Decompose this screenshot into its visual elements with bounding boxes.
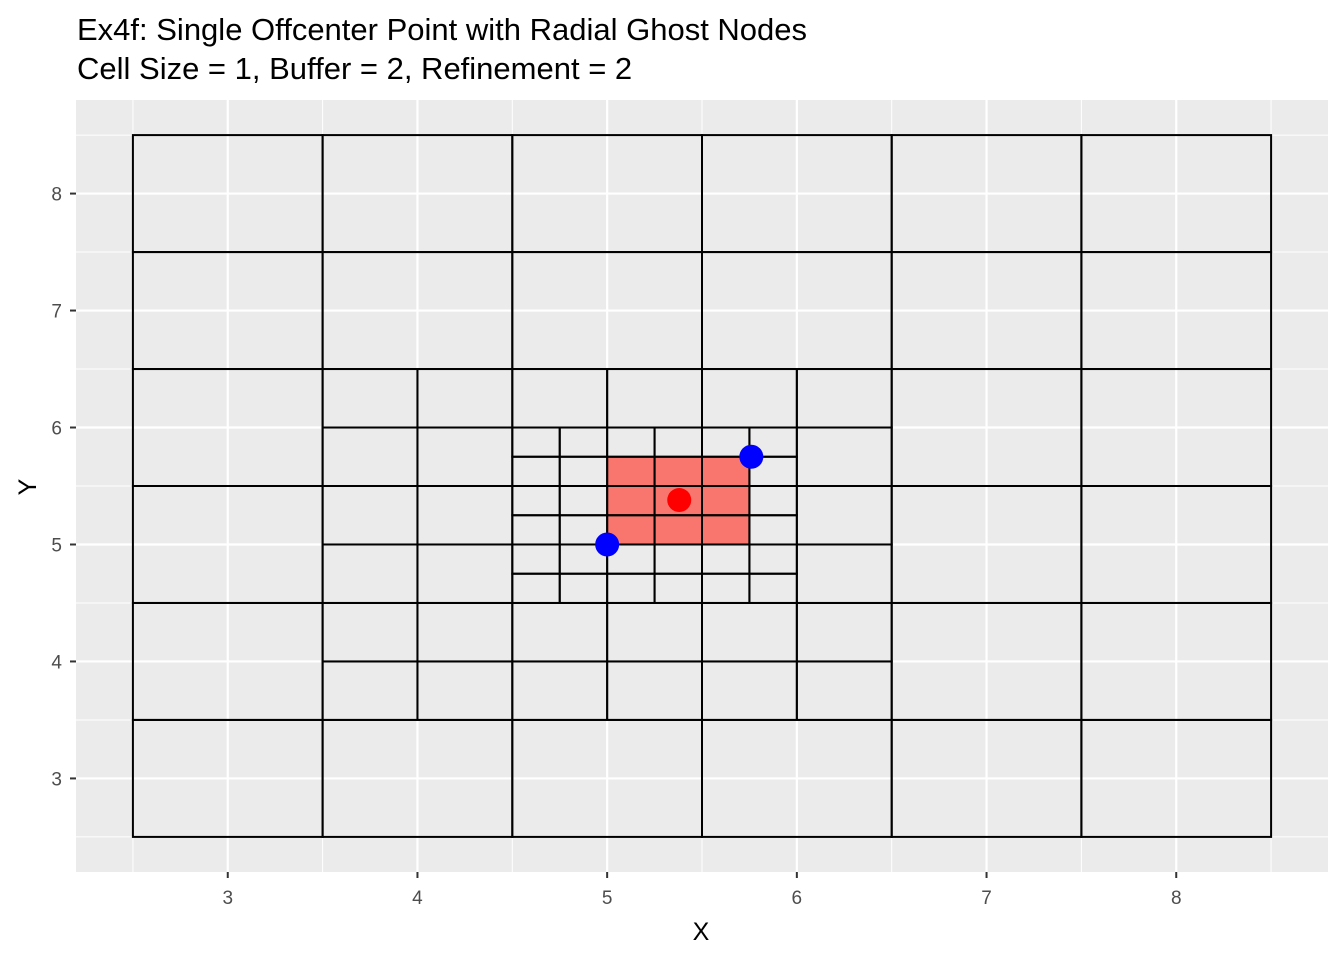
point-layer xyxy=(595,444,764,557)
y-tick-label: 8 xyxy=(51,185,62,206)
chart-subtitle: Cell Size = 1, Buffer = 2, Refinement = … xyxy=(77,51,632,86)
x-tick-label: 7 xyxy=(981,888,992,909)
x-tick-label: 3 xyxy=(222,888,233,909)
x-tick-label: 8 xyxy=(1171,888,1182,909)
grid-cell xyxy=(1080,134,1273,254)
grid-cell xyxy=(795,368,893,429)
cell-outlines xyxy=(131,134,1273,838)
y-tick-label: 6 xyxy=(51,419,62,440)
y-tick-label: 7 xyxy=(51,302,62,323)
y-axis-title: Y xyxy=(14,478,42,495)
chart-title: Ex4f: Single Offcenter Point with Radial… xyxy=(77,12,807,47)
x-tick-label: 4 xyxy=(412,888,423,909)
ghost-node-point xyxy=(739,444,764,469)
x-axis-title: X xyxy=(693,918,710,946)
x-axis-ticks: 3 4 5 6 7 8 xyxy=(222,872,1182,909)
data-point xyxy=(667,488,692,513)
x-tick-label: 5 xyxy=(602,888,613,909)
x-tick-label: 6 xyxy=(792,888,803,909)
y-axis-ticks: 3 4 5 6 7 8 xyxy=(51,185,76,790)
y-tick-label: 4 xyxy=(51,652,62,673)
ghost-node-point xyxy=(595,532,620,557)
y-tick-label: 3 xyxy=(51,769,62,790)
grid-cell xyxy=(748,426,798,458)
y-tick-label: 5 xyxy=(51,535,62,556)
